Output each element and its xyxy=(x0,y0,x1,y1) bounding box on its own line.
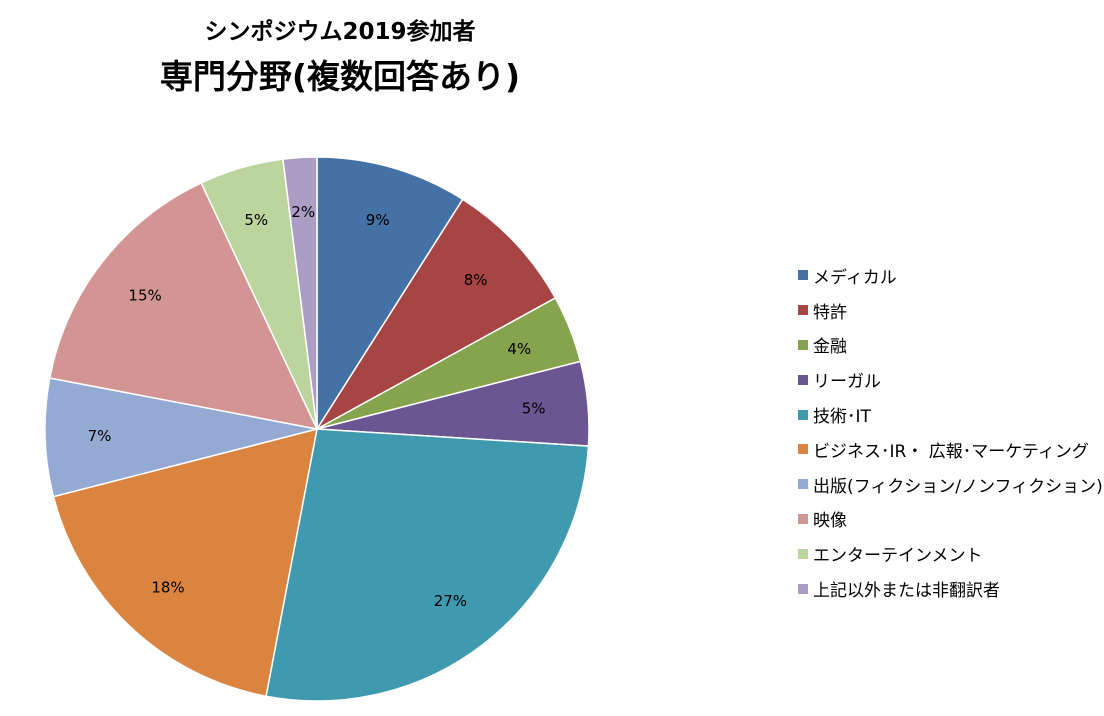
legend-swatch xyxy=(798,444,808,455)
legend-label: 出版(フィクション/ノンフィクション) xyxy=(813,476,1103,497)
legend-item-2: 金融 xyxy=(798,328,1103,363)
legend-label: リーガル xyxy=(813,372,881,393)
legend-item-7: 映像 xyxy=(798,502,1103,537)
data-label-8: 5% xyxy=(244,211,268,229)
legend-swatch xyxy=(798,409,808,420)
pie-slice-0 xyxy=(316,156,464,432)
data-label-4: 27% xyxy=(434,592,467,610)
legend-label: メディカル xyxy=(813,267,897,288)
pie-slice-5 xyxy=(52,427,318,698)
pie-slice-4 xyxy=(265,428,590,702)
legend-swatch xyxy=(798,270,808,281)
pie-slice-7 xyxy=(48,181,319,431)
chart-subtitle: 専門分野(複数回答あり) xyxy=(159,57,521,96)
data-label-3: 5% xyxy=(522,400,546,418)
legend-item-1: 特許 xyxy=(798,293,1103,328)
legend-item-4: 技術･IT xyxy=(798,397,1103,432)
legend-swatch xyxy=(798,513,808,524)
legend-swatch xyxy=(798,339,808,350)
data-label-5: 18% xyxy=(151,579,184,597)
legend-swatch xyxy=(798,548,808,559)
data-label-0: 9% xyxy=(366,211,390,229)
legend-label: 上記以外または非翻訳者 xyxy=(813,581,1000,602)
pie-slice-6 xyxy=(44,377,318,498)
legend-item-5: ビジネス･IR・ 広報･マーケティング xyxy=(798,432,1103,467)
legend-swatch xyxy=(798,305,808,316)
legend-item-6: 出版(フィクション/ノンフィクション) xyxy=(798,467,1103,502)
legend-item-8: エンターテインメント xyxy=(798,536,1103,571)
legend-item-9: 上記以外または非翻訳者 xyxy=(798,571,1103,606)
chart-title: シンポジウム2019参加者 xyxy=(204,19,476,45)
pie-labels: 9% 8% 4% 5% 27% 18% 7% 15% 5% 2% xyxy=(88,203,546,610)
pie-slice-9 xyxy=(282,156,318,430)
legend-swatch xyxy=(798,374,808,385)
legend-label: 金融 xyxy=(813,337,847,358)
data-label-1: 8% xyxy=(464,271,488,289)
data-label-6: 7% xyxy=(88,427,112,445)
data-label-9: 2% xyxy=(291,203,315,221)
legend-label: 技術･IT xyxy=(813,407,871,428)
legend-swatch xyxy=(798,479,808,490)
legend-item-3: リーガル xyxy=(798,362,1103,397)
legend-label: ビジネス･IR・ 広報･マーケティング xyxy=(813,441,1089,462)
pie-slices xyxy=(44,156,590,702)
legend-item-0: メディカル xyxy=(798,258,1103,293)
pie-slice-1 xyxy=(316,198,557,430)
data-label-7: 15% xyxy=(128,287,161,305)
legend-label: エンターテインメント xyxy=(813,546,983,567)
pie-chart: 9% 8% 4% 5% 27% 18% 7% 15% 5% 2% xyxy=(44,156,590,702)
data-label-2: 4% xyxy=(507,340,531,358)
legend-label: 特許 xyxy=(813,302,847,323)
legend: メディカル特許金融リーガル技術･IT ビジネス･IR・ 広報･マーケティング 出版(… xyxy=(798,258,1103,606)
legend-label: 映像 xyxy=(813,511,847,532)
legend-swatch xyxy=(798,583,808,594)
